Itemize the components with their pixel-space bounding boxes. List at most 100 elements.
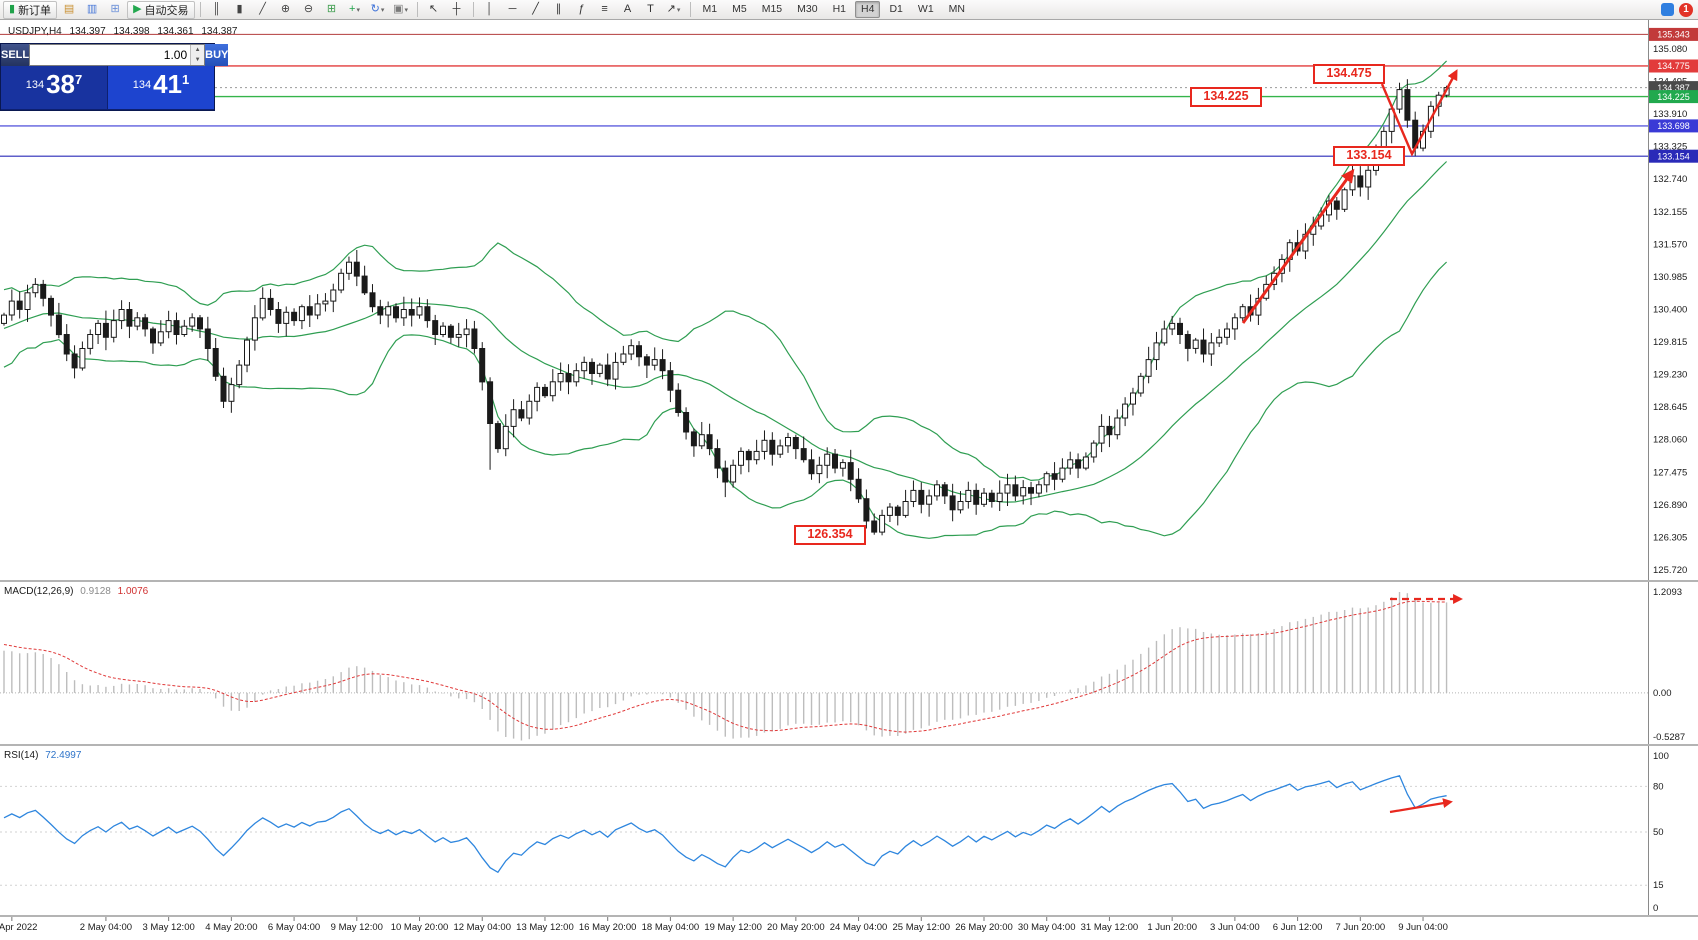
timeframe-m15-button[interactable]: M15 (761, 3, 783, 15)
macd-panel (0, 592, 1648, 741)
timeframe-m30-button[interactable]: M30 (797, 3, 818, 15)
notification-badge[interactable]: 1 (1679, 2, 1693, 17)
svg-text:133.698: 133.698 (1657, 121, 1690, 131)
autotrading-button[interactable]: ▶ 自动交易 (127, 0, 195, 19)
trendline-icon[interactable]: ╱ (532, 3, 539, 15)
svg-text:26 May 20:00: 26 May 20:00 (955, 922, 1013, 933)
timeframe-m1-button[interactable]: M1 (702, 3, 718, 15)
svg-text:100: 100 (1653, 751, 1669, 762)
svg-text:15: 15 (1653, 880, 1664, 891)
svg-text:3 Jun 04:00: 3 Jun 04:00 (1210, 922, 1260, 933)
label-icon[interactable]: T (647, 3, 654, 15)
add-indicator-icon[interactable]: + ▾ (349, 3, 360, 15)
price-axis[interactable]: 135.080134.495133.910133.325132.740132.1… (1648, 20, 1698, 938)
svg-text:6 May 04:00: 6 May 04:00 (268, 922, 320, 933)
svg-text:2 May 04:00: 2 May 04:00 (80, 922, 132, 933)
text-icon[interactable]: A (623, 3, 632, 15)
arrows-tool-icon[interactable]: ↗ ▾ (666, 3, 681, 15)
timeframe-mn-button[interactable]: MN (948, 3, 965, 15)
svg-text:1 Jun 20:00: 1 Jun 20:00 (1147, 922, 1197, 933)
horizontal-line-icon[interactable]: ─ (508, 3, 517, 15)
bar-chart-icon[interactable]: ║ (212, 3, 221, 15)
svg-text:4 May 20:00: 4 May 20:00 (205, 922, 257, 933)
trend-arrow[interactable] (1380, 69, 1458, 157)
volume-increase-button[interactable]: ▲ (191, 45, 205, 55)
svg-text:18 May 04:00: 18 May 04:00 (642, 922, 700, 933)
one-click-trading-panel: SELL ▲ ▼ BUY 134 38 7 134 41 1 (0, 43, 229, 111)
ohlc-open: 134.397 (69, 26, 106, 37)
chart-canvas[interactable]: 135.080134.495133.910133.325132.740132.1… (0, 20, 1698, 940)
svg-text:50: 50 (1653, 827, 1664, 838)
svg-text:132.155: 132.155 (1653, 207, 1687, 218)
svg-text:31 May 12:00: 31 May 12:00 (1081, 922, 1139, 933)
ohlc-close: 134.387 (201, 26, 238, 37)
sell-price-button[interactable]: 134 38 7 (1, 66, 107, 109)
periods-icon[interactable]: ↻ ▾ (370, 3, 385, 15)
timeframe-m5-button[interactable]: M5 (732, 3, 747, 15)
svg-text:9 May 12:00: 9 May 12:00 (331, 922, 383, 933)
symbol-label: USDJPY,H4 (8, 26, 62, 37)
timeframe-h4-button[interactable]: H4 (855, 1, 881, 18)
zoom-out-icon[interactable]: ⊖ (303, 3, 314, 15)
price-annotation-box[interactable]: 134.475 (1313, 64, 1385, 84)
macd-signal-value: 1.0076 (117, 586, 149, 597)
charts-grid-icon[interactable]: ▤ (63, 3, 75, 15)
crosshair-icon[interactable]: ┼ (452, 3, 461, 15)
svg-text:128.645: 128.645 (1653, 402, 1687, 413)
main-chart-panel (0, 33, 1648, 539)
toolbar: ▮ 新订单 ▤ ▥ ⊞ ▶ 自动交易 ║ ▮ ╱ ⊕ ⊖ ⊞ + ▾ ↻ ▾ ▣ ▾ ↖ ┼ │ ─ ╱ ∥ ƒ ≡ A T ↗ ▾ M1 M5… (0, 0, 1698, 20)
community-icon[interactable] (1661, 3, 1674, 16)
price-badge: 134.225 (1649, 90, 1698, 104)
svg-text:13 May 12:00: 13 May 12:00 (516, 922, 574, 933)
volume-steppers: ▲ ▼ (190, 45, 205, 65)
volume-input[interactable] (30, 45, 191, 65)
svg-text:127.475: 127.475 (1653, 467, 1687, 478)
svg-text:129.230: 129.230 (1653, 370, 1687, 381)
line-chart-icon[interactable]: ╱ (259, 3, 266, 15)
channel-icon[interactable]: ∥ (555, 3, 562, 15)
time-axis[interactable]: 28 Apr 2022 2 May 04:00 3 May 12:00 4 May 2… (0, 917, 1448, 933)
buy-price-point: 1 (182, 72, 190, 87)
price-annotation-box[interactable]: 134.225 (1190, 87, 1262, 107)
terminal-icon[interactable]: ⊞ (110, 3, 120, 15)
svg-text:3 May 12:00: 3 May 12:00 (142, 922, 194, 933)
one-click-top-row: SELL ▲ ▼ BUY (1, 44, 229, 66)
timeframe-w1-button[interactable]: W1 (917, 3, 934, 15)
svg-text:25 May 12:00: 25 May 12:00 (892, 922, 950, 933)
fibonacci-icon[interactable]: ƒ (578, 3, 585, 15)
sell-price-pips: 38 (46, 69, 76, 99)
timeframe-d1-button[interactable]: D1 (889, 3, 903, 15)
svg-text:20 May 20:00: 20 May 20:00 (767, 922, 825, 933)
vertical-line-icon[interactable]: │ (486, 3, 493, 15)
price-annotation-box[interactable]: 126.354 (794, 525, 866, 545)
trend-annotations[interactable] (1241, 69, 1463, 814)
buy-button[interactable]: BUY (205, 44, 229, 66)
svg-text:12 May 04:00: 12 May 04:00 (453, 922, 511, 933)
new-order-button[interactable]: ▮ 新订单 (3, 0, 58, 19)
trend-arrow[interactable] (1241, 168, 1355, 324)
zoom-in-icon[interactable]: ⊕ (280, 3, 291, 15)
templates-icon[interactable]: ▣ ▾ (393, 3, 408, 15)
shapes-icon[interactable]: ≡ (601, 3, 608, 15)
svg-text:130.400: 130.400 (1653, 304, 1687, 315)
volume-decrease-button[interactable]: ▼ (191, 55, 205, 65)
price-annotation-box[interactable]: 133.154 (1333, 146, 1405, 166)
toolbar-items: ▮ 新订单 ▤ ▥ ⊞ ▶ 自动交易 ║ ▮ ╱ ⊕ ⊖ ⊞ + ▾ ↻ ▾ ▣ ▾ ↖ ┼ │ ─ ╱ ∥ ƒ ≡ A T ↗ ▾ M1 M5… (3, 0, 972, 19)
svg-text:7 Jun 20:00: 7 Jun 20:00 (1335, 922, 1385, 933)
trend-arrow[interactable] (1389, 798, 1453, 814)
svg-text:6 Jun 12:00: 6 Jun 12:00 (1273, 922, 1323, 933)
price-badge: 135.343 (1649, 27, 1698, 41)
cursor-icon[interactable]: ↖ (428, 3, 439, 15)
buy-price-button[interactable]: 134 41 1 (108, 66, 214, 109)
toolbar-separator (472, 2, 474, 17)
sell-button[interactable]: SELL (1, 44, 30, 66)
candlestick-chart-icon[interactable]: ▮ (236, 3, 243, 15)
profile-icon[interactable]: ▥ (86, 3, 98, 15)
svg-text:30 May 04:00: 30 May 04:00 (1018, 922, 1076, 933)
svg-text:130.985: 130.985 (1653, 272, 1687, 283)
tile-windows-icon[interactable]: ⊞ (326, 3, 337, 15)
timeframe-h1-button[interactable]: H1 (832, 3, 847, 15)
svg-text:135.343: 135.343 (1657, 30, 1690, 40)
svg-text:24 May 04:00: 24 May 04:00 (830, 922, 888, 933)
toolbar-right: 1 (1661, 2, 1695, 17)
